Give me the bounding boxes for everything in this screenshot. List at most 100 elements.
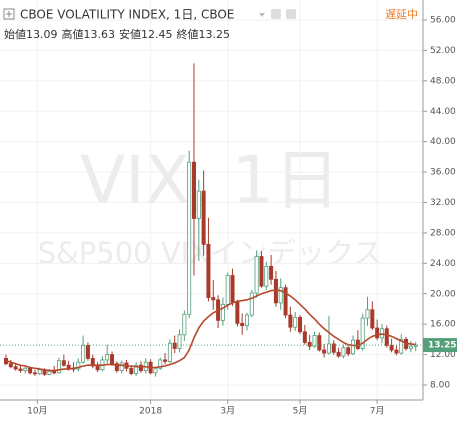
candle-body [211, 297, 216, 301]
candle-body [235, 301, 240, 324]
candle-body [283, 287, 288, 316]
x-tick-label: 3月 [220, 406, 235, 417]
candle-body [225, 275, 230, 305]
y-tick-label: 32.00 [430, 198, 456, 208]
candle-body [172, 342, 177, 349]
candle-body [76, 361, 81, 370]
ohlc-label: 安値 [119, 27, 141, 41]
ohlc-value: 13.09 [26, 28, 58, 41]
candle-body [312, 335, 317, 347]
candle-body [331, 343, 336, 353]
y-tick-label: 36.00 [430, 168, 456, 178]
moving-average-line [5, 289, 416, 372]
candle-body [288, 314, 293, 328]
x-tick-label: 10月 [27, 406, 47, 417]
candle-body [220, 303, 225, 321]
candle-body [230, 275, 235, 303]
ohlc-value: 12.45 [141, 28, 173, 41]
candle-body [110, 354, 115, 365]
candle-body [13, 366, 18, 370]
candle-body [28, 367, 33, 374]
ohlc-legend: 始値 13.09 高値 13.63 安値 12.45 終値 13.25 [4, 27, 230, 41]
candle-body [37, 369, 42, 374]
chart-title: CBOE VOLATILITY INDEX, 1日, CBOE [20, 8, 234, 22]
dropdown-icon[interactable] [259, 13, 265, 17]
candle-body [105, 354, 110, 361]
candle-body [375, 327, 380, 339]
candle-body [249, 292, 254, 316]
candle-body [57, 360, 62, 374]
y-tick-label: 40.00 [430, 137, 456, 147]
candle-body [114, 363, 119, 371]
y-tick-label: 52.00 [430, 46, 456, 56]
candle-body [370, 309, 375, 329]
settings-icon[interactable] [271, 9, 281, 19]
candle-body [413, 344, 418, 347]
y-tick-label: 44.00 [430, 107, 456, 117]
candle-body [254, 256, 259, 294]
candle-body [95, 365, 100, 371]
candle-body [298, 316, 303, 333]
candle-body [351, 339, 356, 355]
collapse-icon[interactable] [3, 8, 15, 20]
x-tick-label: 7月 [370, 406, 385, 417]
candle-body [360, 317, 365, 349]
candle-body [32, 372, 37, 375]
candle-body [158, 359, 163, 369]
candle-body [81, 345, 86, 363]
candle-body [163, 359, 168, 362]
candle-body [191, 161, 196, 219]
candle-body [317, 335, 322, 351]
candle-body [153, 367, 158, 374]
candle-body [47, 370, 52, 375]
candle-body [302, 331, 307, 343]
candle-body [384, 328, 389, 346]
ohlc-label: 始値 [4, 27, 26, 41]
candle-body [196, 190, 201, 219]
candle-body [119, 362, 124, 371]
candle-body [307, 342, 312, 347]
delay-status: 遅延中 [385, 8, 418, 21]
y-tick-label: 8.00 [430, 381, 450, 391]
candle-body [408, 345, 413, 349]
y-tick-label: 24.00 [430, 259, 456, 269]
candle-body [177, 334, 182, 349]
last-price-label: 13.25 [428, 341, 456, 351]
candle-body [61, 360, 66, 366]
y-tick-label: 20.00 [430, 289, 456, 299]
watermark-main: VIX, 1日 [80, 142, 340, 219]
candle-body [18, 368, 23, 371]
candle-body [66, 364, 71, 369]
last-price-box [423, 338, 457, 353]
y-tick-label: 28.00 [430, 228, 456, 238]
candle-body [365, 309, 370, 319]
candle-body [134, 364, 139, 374]
candle-body [85, 345, 90, 359]
candle-body [187, 161, 192, 315]
ohlc-value: 13.25 [199, 28, 231, 41]
candle-body [278, 287, 283, 304]
candle-body [394, 349, 399, 354]
candle-body [240, 323, 245, 327]
candle-body [167, 342, 172, 362]
y-tick-label: 12.00 [430, 350, 456, 360]
candle-body [399, 338, 404, 354]
candle-body [206, 243, 211, 298]
ohlc-label: 高値 [62, 27, 84, 41]
candle-body [273, 278, 278, 304]
candle-body [293, 316, 298, 328]
hide-icon[interactable] [286, 9, 296, 19]
watermark: VIX, 1日 S&P500 VIXインデックス [38, 142, 382, 270]
candle-body [346, 347, 351, 355]
candle-body [269, 265, 274, 280]
plot-area [0, 0, 423, 400]
ohlc-value: 13.63 [84, 28, 116, 41]
candle-body [129, 367, 134, 374]
candle-body [201, 190, 206, 245]
header: CBOE VOLATILITY INDEX, 1日, CBOE 遅延中 始値 13… [3, 8, 418, 41]
candle-body [322, 349, 327, 354]
y-tick-label: 56.00 [430, 16, 456, 26]
candle-body [52, 370, 57, 374]
candle-body [244, 314, 249, 327]
